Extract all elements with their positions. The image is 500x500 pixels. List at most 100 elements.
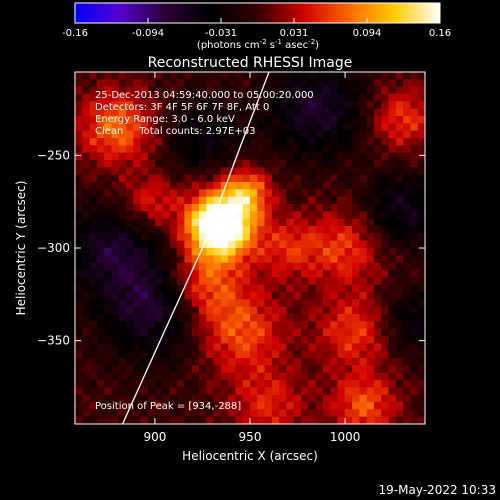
heatmap-cell — [177, 262, 185, 271]
heatmap-cell — [198, 314, 207, 322]
heatmap-cell — [403, 306, 412, 315]
heatmap-cell — [206, 196, 215, 205]
heatmap-cell — [279, 292, 288, 300]
heatmap-cell — [410, 160, 419, 168]
heatmap-cell — [177, 402, 185, 410]
heatmap-cell — [162, 108, 171, 117]
heatmap-cell — [330, 306, 339, 315]
heatmap-cell — [257, 189, 266, 198]
heatmap-cell — [82, 160, 91, 168]
heatmap-cell — [89, 130, 98, 139]
heatmap-cell — [126, 145, 134, 154]
heatmap-cell — [235, 79, 244, 88]
heatmap-cell — [155, 328, 164, 337]
heatmap-cell — [155, 226, 164, 234]
heatmap-cell — [395, 226, 404, 234]
heatmap-cell — [118, 174, 127, 183]
heatmap-cell — [213, 277, 222, 286]
heatmap-cell — [213, 306, 222, 315]
heatmap-cell — [344, 167, 353, 176]
heatmap-cell — [89, 226, 98, 234]
heatmap-cell — [155, 189, 164, 198]
heatmap-cell — [395, 86, 404, 95]
heatmap-cell — [395, 101, 404, 110]
heatmap-cell — [279, 306, 288, 315]
heatmap-cell — [315, 284, 324, 293]
heatmap-cell — [162, 387, 171, 396]
heatmap-cell — [301, 387, 309, 396]
heatmap-cell — [75, 240, 83, 249]
heatmap-cell — [89, 270, 98, 278]
heatmap-cell — [322, 167, 331, 176]
heatmap-cell — [359, 343, 368, 352]
heatmap-cell — [155, 174, 164, 183]
heatmap-cell — [162, 380, 171, 388]
heatmap-cell — [395, 387, 404, 396]
heatmap-cell — [330, 152, 339, 161]
heatmap-cell — [206, 189, 215, 198]
heatmap-cell — [228, 138, 237, 146]
heatmap-cell — [271, 262, 280, 271]
heatmap-cell — [228, 262, 237, 271]
heatmap-cell — [279, 387, 288, 396]
heatmap-cell — [155, 233, 164, 242]
heatmap-cell — [322, 72, 331, 80]
heatmap-cell — [395, 116, 404, 124]
heatmap-cell — [271, 409, 280, 418]
heatmap-cell — [366, 292, 375, 300]
heatmap-cell — [308, 167, 317, 176]
heatmap-cell — [286, 343, 295, 352]
heatmap-cell — [191, 380, 200, 388]
heatmap-cell — [250, 130, 258, 139]
axis-ticks: 900 950 1000−250−300−350 — [37, 72, 425, 444]
heatmap-cell — [82, 343, 91, 352]
heatmap-cell — [82, 72, 91, 80]
heatmap-cell — [162, 167, 171, 176]
heatmap-cell — [140, 94, 149, 102]
heatmap-cell — [206, 240, 215, 249]
heatmap-cell — [257, 380, 266, 388]
heatmap-cell — [169, 284, 178, 293]
heatmap-cell — [206, 270, 215, 278]
heatmap-cell — [75, 101, 83, 110]
heatmap-cell — [315, 138, 324, 146]
heatmap-cell — [366, 380, 375, 388]
heatmap-cell — [96, 196, 105, 205]
heatmap-cell — [198, 248, 207, 256]
heatmap-cell — [198, 211, 207, 220]
heatmap-cell — [118, 204, 127, 212]
heatmap-cell — [271, 196, 280, 205]
heatmap-cell — [162, 350, 171, 359]
heatmap-cell — [220, 138, 229, 146]
heatmap-cell — [279, 79, 288, 88]
heatmap-cell — [220, 292, 229, 300]
heatmap-cell — [104, 248, 113, 256]
heatmap-cell — [417, 255, 425, 264]
heatmap-cell — [75, 292, 83, 300]
heatmap-cell — [388, 270, 397, 278]
heatmap-cell — [162, 314, 171, 322]
heatmap-cell — [155, 358, 164, 366]
heatmap-cell — [228, 277, 237, 286]
heatmap-cell — [381, 152, 390, 161]
heatmap-cell — [395, 255, 404, 264]
heatmap-cell — [206, 160, 215, 168]
heatmap-cell — [191, 284, 200, 293]
heatmap-cell — [352, 299, 360, 308]
heatmap-cell — [206, 292, 215, 300]
heatmap-cell — [147, 262, 156, 271]
heatmap-cell — [257, 248, 266, 256]
heatmap-cell — [359, 262, 368, 271]
heatmap-cell — [286, 101, 295, 110]
heatmap-cell — [417, 306, 425, 315]
heatmap-cell — [344, 189, 353, 198]
heatmap-cell — [271, 416, 280, 424]
heatmap-cell — [293, 277, 302, 286]
heatmap-cell — [82, 248, 91, 256]
heatmap-cell — [352, 138, 360, 146]
heatmap-cell — [250, 372, 258, 381]
heatmap-cell — [381, 358, 390, 366]
heatmap-cell — [118, 167, 127, 176]
heatmap-cell — [147, 79, 156, 88]
heatmap-cell — [410, 182, 419, 190]
